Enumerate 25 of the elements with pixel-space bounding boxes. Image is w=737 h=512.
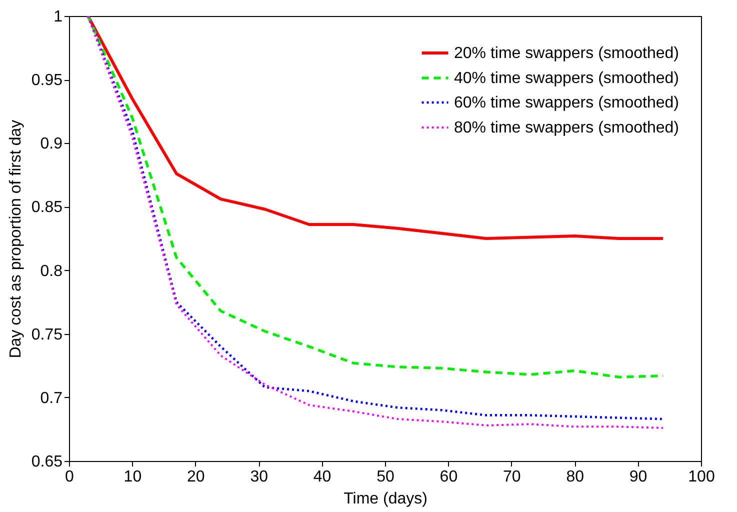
y-axis-title: Day cost as proportion of first day — [7, 120, 24, 358]
x-tick-label: 50 — [376, 468, 394, 486]
legend-label: 20% time swappers (smoothed) — [454, 45, 679, 62]
x-tick-label: 0 — [65, 468, 74, 486]
y-tick-label: 0.75 — [31, 326, 63, 344]
x-tick-label: 100 — [688, 468, 715, 486]
y-tick-label: 0.7 — [40, 390, 63, 407]
y-tick-label: 0.8 — [40, 262, 63, 280]
y-tick-label: 0.85 — [31, 199, 63, 216]
x-tick-label: 80 — [566, 468, 584, 486]
x-axis-title: Time (days) — [344, 490, 428, 508]
y-tick-label: 0.9 — [40, 136, 63, 153]
x-tick-label: 40 — [313, 468, 332, 486]
x-tick-label: 70 — [503, 468, 521, 486]
x-tick-label: 60 — [440, 468, 458, 486]
y-tick-label: 1 — [54, 8, 63, 26]
legend-label: 60% time swappers (smoothed) — [454, 94, 679, 112]
x-tick-label: 90 — [629, 468, 648, 486]
x-tick-label: 20 — [187, 468, 205, 486]
x-tick-label: 30 — [250, 468, 268, 486]
y-tick-label: 0.65 — [31, 454, 63, 470]
legend-label: 40% time swappers (smoothed) — [454, 70, 679, 87]
y-tick-label: 0.95 — [31, 72, 63, 90]
legend-label: 80% time swappers (smoothed) — [454, 120, 679, 136]
x-tick-label: 10 — [124, 468, 142, 486]
